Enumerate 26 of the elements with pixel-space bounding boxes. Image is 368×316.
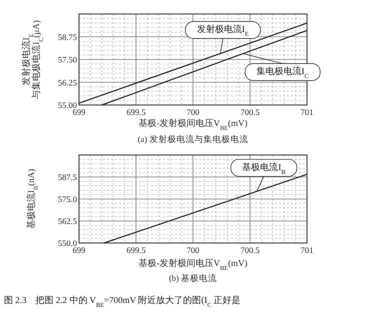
x-tick-label: 700.5 bbox=[240, 245, 260, 255]
series-label: 发射极电流I$_{E}$ bbox=[196, 24, 249, 38]
y-tick-label: 55.00 bbox=[58, 100, 77, 110]
text: (b) 基极电流 bbox=[168, 273, 218, 283]
x-tick-label: 699.5 bbox=[126, 245, 146, 255]
x-tick-label: 700 bbox=[186, 245, 200, 255]
x-axis-title: 基极-发射极间电压V$_{BE}$(mV) bbox=[138, 258, 248, 272]
x-tick-label: 701 bbox=[300, 245, 314, 255]
x-tick-label: 699 bbox=[72, 107, 86, 117]
x-tick-label: 701 bbox=[300, 107, 314, 117]
legend-label: 集电极电流I$_{C}$ bbox=[256, 66, 309, 80]
y-tick-label: 56.25 bbox=[58, 77, 77, 88]
y-tick-label: 575.0 bbox=[58, 194, 77, 204]
x-tick-label: 699 bbox=[72, 245, 86, 255]
caption: 图 2.3 把图 2.2 中的 V$_{BE}$=700mV 附近放大了的图(I$_{C}$ 正好是 bbox=[4, 295, 241, 308]
y-tick-label: 587.5 bbox=[58, 172, 77, 182]
y-tick-label: 57.50 bbox=[58, 54, 77, 64]
y-tick-label: 562.5 bbox=[58, 216, 77, 226]
series-label: 基极电流I$_{B}$ bbox=[242, 162, 286, 176]
y-tick-label: 58.75 bbox=[58, 32, 77, 42]
x-tick-label: 699.5 bbox=[126, 107, 146, 117]
text: (a) 发射极电流与集电极电流 bbox=[138, 134, 248, 144]
x-tick-label: 700 bbox=[186, 107, 200, 117]
x-axis-title: 基极-发射极间电压V$_{BE}$(mV) bbox=[138, 118, 248, 132]
x-tick-label: 700.5 bbox=[240, 107, 260, 117]
y-tick-label: 550.0 bbox=[58, 238, 77, 248]
